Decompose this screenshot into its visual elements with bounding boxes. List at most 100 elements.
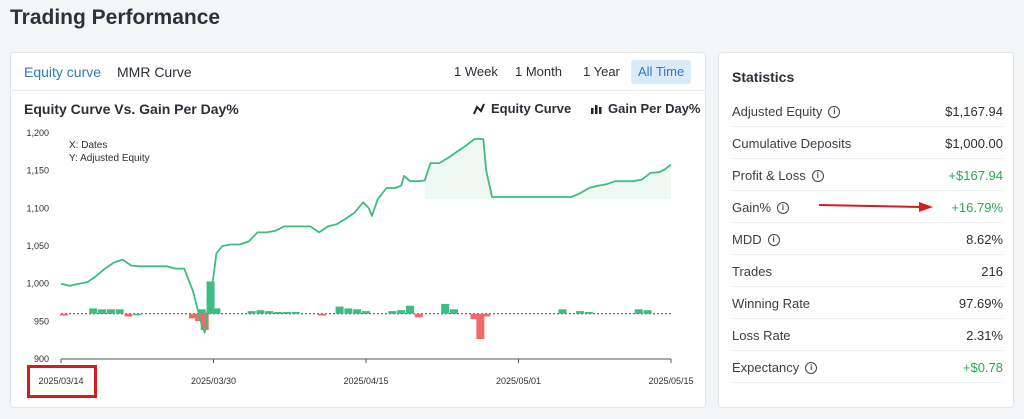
equity-chart-card: Equity curve MMR Curve 1 Week 1 Month 1 … bbox=[10, 52, 706, 408]
gain-bar bbox=[188, 313, 197, 319]
stat-label: Gain% i bbox=[732, 200, 790, 215]
stat-label-text: Trades bbox=[732, 264, 772, 279]
gain-bar bbox=[558, 309, 567, 314]
gain-bar bbox=[115, 309, 124, 314]
gain-bar bbox=[256, 310, 265, 314]
y-axis-note: Y: Adjusted Equity bbox=[69, 153, 150, 164]
gain-bar bbox=[274, 312, 283, 314]
gain-bar bbox=[59, 313, 68, 316]
gain-bar bbox=[405, 305, 414, 314]
range-1-month-button[interactable]: 1 Month bbox=[515, 64, 562, 79]
stat-row: Cumulative Deposits $1,000.00 bbox=[732, 127, 1003, 159]
info-icon[interactable]: i bbox=[767, 233, 780, 246]
gain-bar bbox=[441, 303, 450, 314]
legend-gain-per-day-label: Gain Per Day% bbox=[608, 101, 701, 116]
statistics-title: Statistics bbox=[732, 69, 795, 85]
stat-label: Winning Rate bbox=[732, 296, 810, 311]
gain-bar bbox=[414, 313, 423, 318]
gain-bar bbox=[449, 309, 458, 314]
y-tick-label: 950 bbox=[34, 316, 49, 326]
x-tick-label: 2025/05/15 bbox=[648, 376, 693, 386]
stat-value: 8.62% bbox=[966, 232, 1003, 247]
stat-label-text: Expectancy bbox=[732, 360, 800, 375]
gain-bar bbox=[200, 313, 209, 330]
gain-bar bbox=[197, 309, 206, 314]
stat-row: Profit & Loss i +$167.94 bbox=[732, 159, 1003, 191]
statistics-card: Statistics Adjusted Equity i $1,167.94 Cumu… bbox=[718, 52, 1014, 408]
red-arrow-annotation bbox=[818, 202, 933, 212]
legend-equity-curve[interactable]: Equity Curve bbox=[473, 101, 571, 116]
line-chart-icon bbox=[473, 103, 485, 114]
gain-bar bbox=[353, 309, 362, 314]
stat-value: $1,000.00 bbox=[945, 136, 1003, 151]
gain-bar bbox=[318, 313, 327, 316]
gain-bar bbox=[482, 313, 491, 317]
stat-row: Trades 216 bbox=[732, 255, 1003, 287]
stat-label-text: Gain% bbox=[732, 200, 772, 215]
tab-mmr-curve[interactable]: MMR Curve bbox=[117, 64, 192, 80]
stat-label: Adjusted Equity i bbox=[732, 104, 841, 119]
info-icon[interactable]: i bbox=[811, 169, 824, 182]
info-icon[interactable]: i bbox=[805, 361, 818, 374]
gain-bar bbox=[643, 310, 652, 314]
gain-bar bbox=[282, 312, 291, 314]
gain-bar bbox=[476, 313, 485, 339]
stat-label-text: Adjusted Equity bbox=[732, 104, 823, 119]
gain-bar bbox=[470, 313, 479, 320]
y-tick-label: 1,050 bbox=[26, 241, 49, 251]
info-icon[interactable]: i bbox=[828, 105, 841, 118]
stat-label: MDD i bbox=[732, 232, 780, 247]
bar-chart-icon bbox=[591, 104, 602, 114]
y-tick-label: 1,200 bbox=[26, 128, 49, 138]
highlight-box bbox=[27, 365, 97, 398]
equity-chart[interactable]: 900 950 1,000 1,050 1,100 1,150 1,200 2025/03/1… bbox=[11, 53, 707, 409]
stat-label-text: Winning Rate bbox=[732, 296, 811, 311]
x-axis-note: X: Dates bbox=[69, 140, 108, 151]
gain-bar bbox=[265, 311, 274, 314]
stat-row: Loss Rate 2.31% bbox=[732, 319, 1003, 351]
y-tick-label: 1,150 bbox=[26, 166, 49, 176]
gain-bar bbox=[344, 308, 353, 314]
info-icon[interactable]: i bbox=[777, 201, 790, 214]
stat-value: +$0.78 bbox=[962, 360, 1003, 375]
stat-row: Expectancy i +$0.78 bbox=[732, 351, 1003, 383]
stat-value: +$167.94 bbox=[948, 168, 1003, 183]
chart-title: Equity Curve Vs. Gain Per Day% bbox=[24, 101, 239, 117]
equity-line bbox=[60, 138, 672, 334]
stat-value: 216 bbox=[981, 264, 1003, 279]
chart-tabs: Equity curve MMR Curve 1 Week 1 Month 1 … bbox=[11, 53, 705, 91]
stat-label-text: Cumulative Deposits bbox=[732, 136, 852, 151]
gain-bar bbox=[335, 306, 344, 314]
y-tick-label: 1,100 bbox=[26, 203, 49, 213]
gain-bar bbox=[133, 313, 142, 316]
stat-label-text: Loss Rate bbox=[732, 328, 791, 343]
stat-row: Winning Rate 97.69% bbox=[732, 287, 1003, 319]
x-tick-label: 2025/04/15 bbox=[343, 376, 388, 386]
x-tick-label: 2025/03/30 bbox=[191, 376, 236, 386]
gain-bar bbox=[247, 311, 256, 314]
stat-row: Gain% i +16.79% bbox=[732, 191, 1003, 223]
range-all-time-button[interactable]: All Time bbox=[631, 60, 692, 84]
gain-bar bbox=[106, 309, 115, 314]
gain-bar bbox=[388, 311, 397, 314]
stat-value: $1,167.94 bbox=[945, 104, 1003, 119]
range-1-year-button[interactable]: 1 Year bbox=[583, 64, 620, 79]
gain-bar bbox=[89, 308, 98, 314]
stat-value: 97.69% bbox=[958, 296, 1003, 311]
stat-label: Loss Rate bbox=[732, 328, 791, 343]
gain-bar bbox=[98, 309, 107, 314]
equity-area bbox=[424, 139, 671, 200]
y-tick-label: 1,000 bbox=[26, 279, 49, 289]
stat-label: Profit & Loss i bbox=[732, 168, 824, 183]
gain-bar bbox=[397, 310, 406, 314]
stat-label: Cumulative Deposits bbox=[732, 136, 851, 151]
stat-row: MDD i 8.62% bbox=[732, 223, 1003, 255]
gain-bar bbox=[576, 311, 585, 314]
range-1-week-button[interactable]: 1 Week bbox=[454, 64, 498, 79]
stat-label-text: Profit & Loss bbox=[732, 168, 806, 183]
legend-gain-per-day[interactable]: Gain Per Day% bbox=[590, 101, 701, 116]
stat-label-text: MDD bbox=[732, 232, 762, 247]
tab-equity-curve[interactable]: Equity curve bbox=[24, 64, 102, 80]
stat-label: Trades bbox=[732, 264, 772, 279]
x-tick-label: 2025/03/14 bbox=[38, 376, 83, 386]
